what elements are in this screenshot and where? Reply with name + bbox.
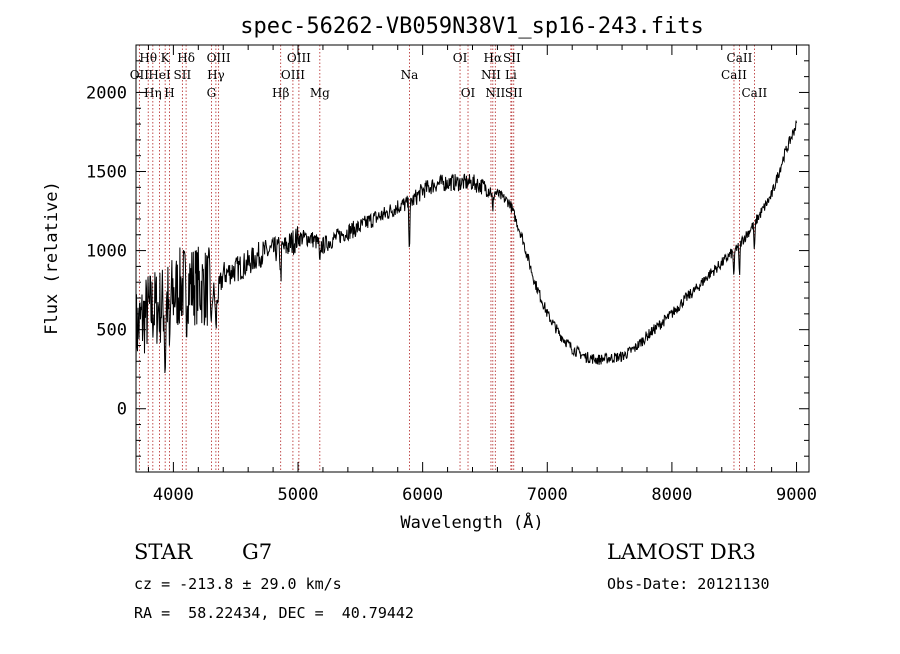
- spectral-line-markers: [138, 45, 755, 472]
- x-axis-ticks: 4000 5000 6000 7000 8000 9000: [147, 45, 817, 505]
- line-label-caii: CaII: [721, 68, 747, 82]
- y-axis-label: Flux (relative): [42, 181, 62, 335]
- line-label-nii: NII: [485, 86, 505, 100]
- obs-date-text: Obs-Date: 20121130: [607, 575, 770, 593]
- line-label-hei: HeI: [148, 68, 171, 82]
- y-tick-label: 1500: [86, 163, 127, 183]
- line-label-mg: Mg: [310, 86, 330, 100]
- x-axis-label: Wavelength (Å): [400, 511, 543, 533]
- line-label-nii: NII: [481, 68, 501, 82]
- line-label-caii: CaII: [727, 51, 753, 65]
- x-tick-label: 4000: [153, 485, 194, 505]
- line-label-hβ: Hβ: [272, 86, 289, 100]
- survey-label: LAMOST DR3: [607, 540, 756, 564]
- line-label-oiii: OIII: [287, 51, 311, 65]
- line-label-hα: Hα: [484, 51, 503, 65]
- line-label-hγ: Hγ: [207, 68, 225, 82]
- line-label-k: K: [161, 51, 171, 65]
- x-tick-label: 8000: [651, 485, 692, 505]
- line-label-sii: SII: [174, 68, 192, 82]
- line-label-oiii: OIII: [281, 68, 305, 82]
- line-label-caii: CaII: [741, 86, 767, 100]
- line-label-hδ: Hδ: [177, 51, 195, 65]
- redshift-text: cz = -213.8 ± 29.0 km/s: [134, 575, 342, 593]
- line-label-g: G: [207, 86, 217, 100]
- x-tick-label: 5000: [278, 485, 319, 505]
- line-label-oii: OII: [130, 68, 150, 82]
- x-tick-label: 6000: [402, 485, 443, 505]
- line-label-oiii: OIII: [207, 51, 231, 65]
- spectral-line-labels: OIIHθHηHeIKHSIIHδGHγOIIIHβOIIIOIIIMgNaOI…: [130, 51, 768, 100]
- x-tick-label: 7000: [527, 485, 568, 505]
- line-label-sii: SII: [503, 51, 521, 65]
- y-tick-label: 0: [117, 400, 127, 420]
- line-label-oi: OI: [453, 51, 468, 65]
- line-label-sii: SII: [505, 86, 523, 100]
- y-tick-label: 1000: [86, 242, 127, 262]
- y-tick-label: 500: [96, 321, 127, 341]
- line-label-oi: OI: [461, 86, 476, 100]
- spectrum-series: [135, 120, 797, 374]
- object-subclass: G7: [242, 540, 273, 564]
- object-class: STAR: [134, 540, 193, 564]
- line-label-h: H: [164, 86, 174, 100]
- y-tick-label: 2000: [86, 83, 127, 103]
- coordinates-text: RA = 58.22434, DEC = 40.79442: [134, 604, 414, 622]
- line-label-na: Na: [401, 68, 419, 82]
- line-label-li: Li: [505, 68, 517, 82]
- line-label-hη: Hη: [144, 86, 162, 100]
- x-tick-label: 9000: [776, 485, 817, 505]
- y-axis-ticks: 0 500 1000 1500 2000: [86, 60, 809, 473]
- line-label-hθ: Hθ: [139, 51, 157, 65]
- chart-title: spec-56262-VB059N38V1_sp16-243.fits: [240, 14, 704, 39]
